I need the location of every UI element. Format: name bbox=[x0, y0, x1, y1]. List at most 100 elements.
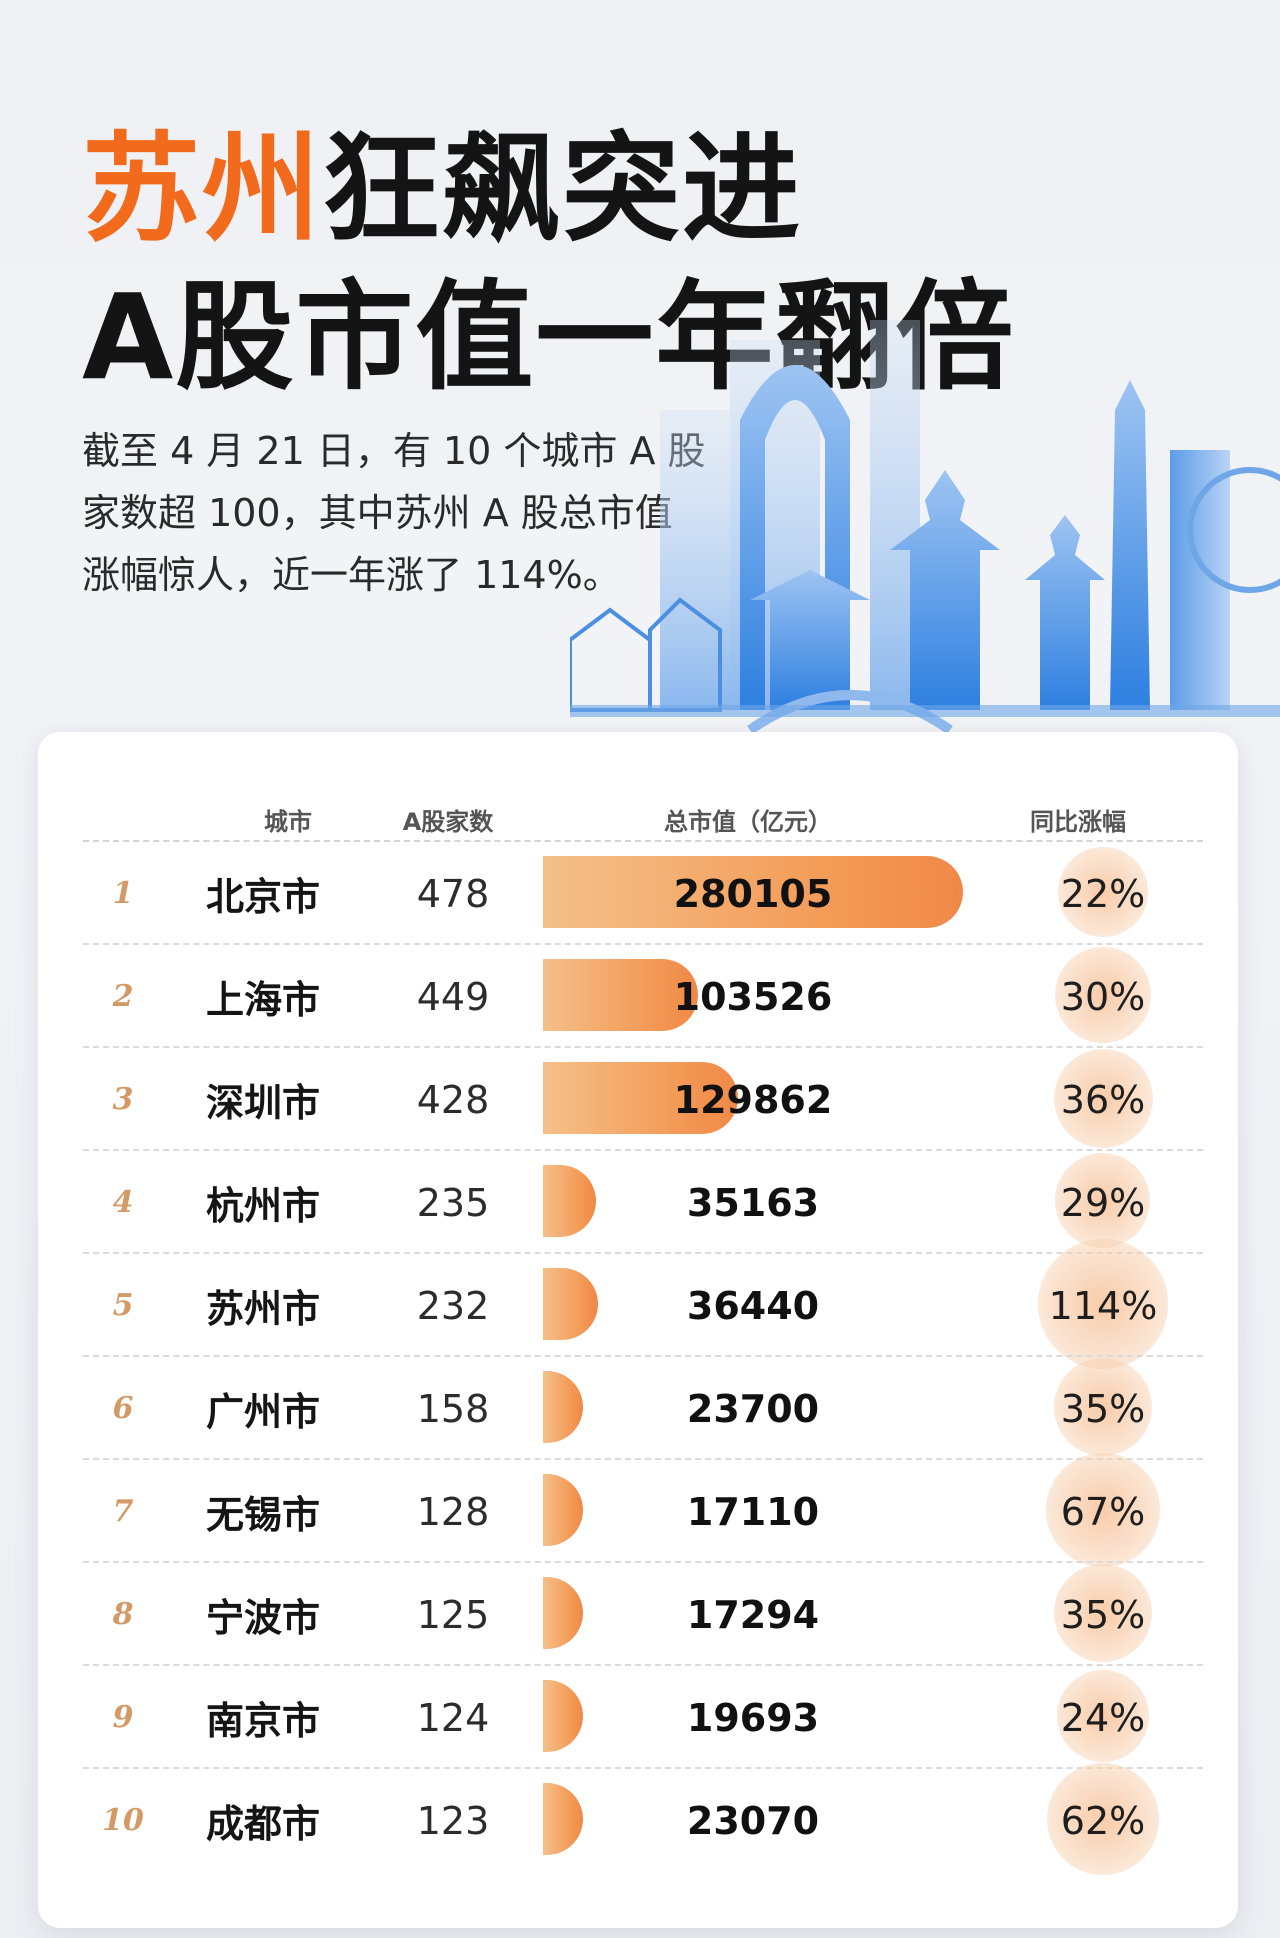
growth-value: 29% bbox=[1060, 1180, 1146, 1225]
description-line1: 截至 4 月 21 日，有 10 个城市 A 股 bbox=[82, 429, 706, 473]
description: 截至 4 月 21 日，有 10 个城市 A 股 家数超 100，其中苏州 A … bbox=[82, 420, 732, 606]
growth-bubble bbox=[1038, 1239, 1168, 1369]
growth-bubble bbox=[1053, 1563, 1153, 1663]
rank-number: 1 bbox=[112, 876, 134, 911]
growth-value: 24% bbox=[1060, 1695, 1146, 1740]
city-name: 苏州市 bbox=[205, 1287, 320, 1331]
table-row: 3 深圳市 428 129862 36% bbox=[83, 1048, 1203, 1151]
market-cap-value: 129862 bbox=[673, 1077, 833, 1122]
stock-count: 235 bbox=[416, 1180, 490, 1225]
market-cap-value: 17110 bbox=[686, 1489, 820, 1534]
rank-number: 3 bbox=[112, 1082, 134, 1117]
row-divider bbox=[83, 1046, 1203, 1048]
growth-bubble bbox=[1055, 1153, 1151, 1249]
stock-count: 232 bbox=[416, 1283, 490, 1328]
table-row: 9 南京市 124 19693 24% bbox=[83, 1666, 1203, 1769]
market-cap-value: 36440 bbox=[686, 1283, 820, 1328]
stock-count: 124 bbox=[416, 1695, 490, 1740]
description-line3: 涨幅惊人，近一年涨了 114%。 bbox=[82, 553, 621, 597]
traditional-hall bbox=[750, 570, 870, 710]
rank-number: 10 bbox=[102, 1803, 144, 1838]
growth-value: 62% bbox=[1060, 1798, 1146, 1843]
market-cap-bar bbox=[543, 1062, 738, 1134]
growth-bubble bbox=[1057, 1670, 1149, 1762]
rank-number: 2 bbox=[112, 979, 134, 1014]
market-cap-bar bbox=[543, 959, 699, 1031]
city-name: 南京市 bbox=[205, 1699, 320, 1743]
header-city: 城市 bbox=[264, 808, 312, 836]
hero-section: 苏州狂飙突进 A股市值一年翻倍 截至 4 月 21 日，有 10 个城市 A 股… bbox=[0, 0, 1280, 740]
table-row: 4 杭州市 235 35163 29% bbox=[83, 1151, 1203, 1254]
ferris-wheel bbox=[1187, 467, 1280, 593]
rank-number: 5 bbox=[112, 1288, 134, 1323]
market-cap-value: 280105 bbox=[673, 871, 833, 916]
header-growth: 同比涨幅 bbox=[1030, 808, 1126, 836]
table-row: 5 苏州市 232 36440 114% bbox=[83, 1239, 1203, 1369]
stock-count: 478 bbox=[416, 871, 490, 916]
market-cap-bar bbox=[543, 1268, 598, 1340]
skyline-tower bbox=[1110, 380, 1150, 710]
description-line2: 家数超 100，其中苏州 A 股总市值 bbox=[82, 491, 673, 535]
growth-value: 67% bbox=[1060, 1489, 1146, 1534]
rank-number: 9 bbox=[112, 1700, 134, 1735]
table-row: 7 无锡市 128 17110 67% bbox=[83, 1453, 1203, 1567]
growth-bubble bbox=[1046, 1453, 1160, 1567]
city-name: 深圳市 bbox=[205, 1081, 320, 1125]
title-rest: 狂飙突进 bbox=[322, 120, 803, 258]
growth-bubble bbox=[1053, 1048, 1153, 1148]
row-divider bbox=[83, 1252, 1203, 1254]
pagoda bbox=[1025, 515, 1105, 710]
growth-value: 30% bbox=[1060, 974, 1146, 1019]
ranking-table-card: 城市 A股家数 总市值（亿元） 同比涨幅 1 北京市 478 280105 22% 2 上海… bbox=[38, 732, 1238, 1928]
row-divider bbox=[83, 943, 1203, 945]
growth-value: 35% bbox=[1060, 1592, 1146, 1637]
page-title-line1: 苏州狂飙突进 bbox=[82, 130, 802, 248]
city-name: 北京市 bbox=[205, 875, 320, 919]
market-cap-value: 17294 bbox=[686, 1592, 820, 1637]
row-divider bbox=[83, 1664, 1203, 1666]
row-divider bbox=[83, 1355, 1203, 1357]
growth-value: 114% bbox=[1048, 1283, 1158, 1328]
market-cap-value: 35163 bbox=[686, 1180, 820, 1225]
header-stock-count: A股家数 bbox=[402, 808, 494, 836]
stock-count: 449 bbox=[416, 974, 490, 1019]
table-row: 1 北京市 478 280105 22% bbox=[83, 842, 1203, 945]
table-row: 6 广州市 158 23700 35% bbox=[83, 1357, 1203, 1460]
market-cap-value: 103526 bbox=[673, 974, 833, 1019]
city-skyline-illustration bbox=[570, 320, 1280, 735]
city-name: 广州市 bbox=[205, 1390, 320, 1434]
growth-bubble bbox=[1057, 846, 1149, 938]
stock-count: 158 bbox=[416, 1386, 490, 1431]
growth-value: 22% bbox=[1060, 871, 1146, 916]
city-name: 上海市 bbox=[205, 978, 320, 1022]
growth-bubble bbox=[1047, 1763, 1159, 1875]
market-cap-value: 19693 bbox=[686, 1695, 820, 1740]
row-divider bbox=[83, 1767, 1203, 1769]
pagoda bbox=[890, 470, 1000, 710]
growth-bubble bbox=[1055, 947, 1151, 1043]
market-cap-value: 23700 bbox=[686, 1386, 820, 1431]
stock-count: 428 bbox=[416, 1077, 490, 1122]
row-divider bbox=[83, 1149, 1203, 1151]
city-name: 无锡市 bbox=[205, 1493, 320, 1537]
header-divider bbox=[83, 840, 1203, 842]
city-name: 成都市 bbox=[205, 1802, 320, 1846]
city-name: 杭州市 bbox=[205, 1184, 320, 1228]
row-divider bbox=[83, 1458, 1203, 1460]
table-row: 8 宁波市 125 17294 35% bbox=[83, 1563, 1203, 1666]
market-cap-bar bbox=[543, 856, 963, 928]
row-divider bbox=[83, 1561, 1203, 1563]
growth-value: 36% bbox=[1060, 1077, 1146, 1122]
header-market-cap: 总市值（亿元） bbox=[664, 808, 832, 836]
rank-number: 6 bbox=[112, 1391, 134, 1426]
growth-bubble bbox=[1053, 1357, 1153, 1457]
skyline-base bbox=[570, 705, 1280, 717]
stock-count: 128 bbox=[416, 1489, 490, 1534]
city-name: 宁波市 bbox=[205, 1596, 320, 1640]
rank-number: 4 bbox=[112, 1185, 134, 1220]
rank-number: 7 bbox=[112, 1494, 134, 1529]
stock-count: 125 bbox=[416, 1592, 490, 1637]
page-title-line2: A股市值一年翻倍 bbox=[82, 268, 1016, 406]
rank-number: 8 bbox=[112, 1597, 134, 1632]
table-row: 2 上海市 449 103526 30% bbox=[83, 945, 1203, 1048]
